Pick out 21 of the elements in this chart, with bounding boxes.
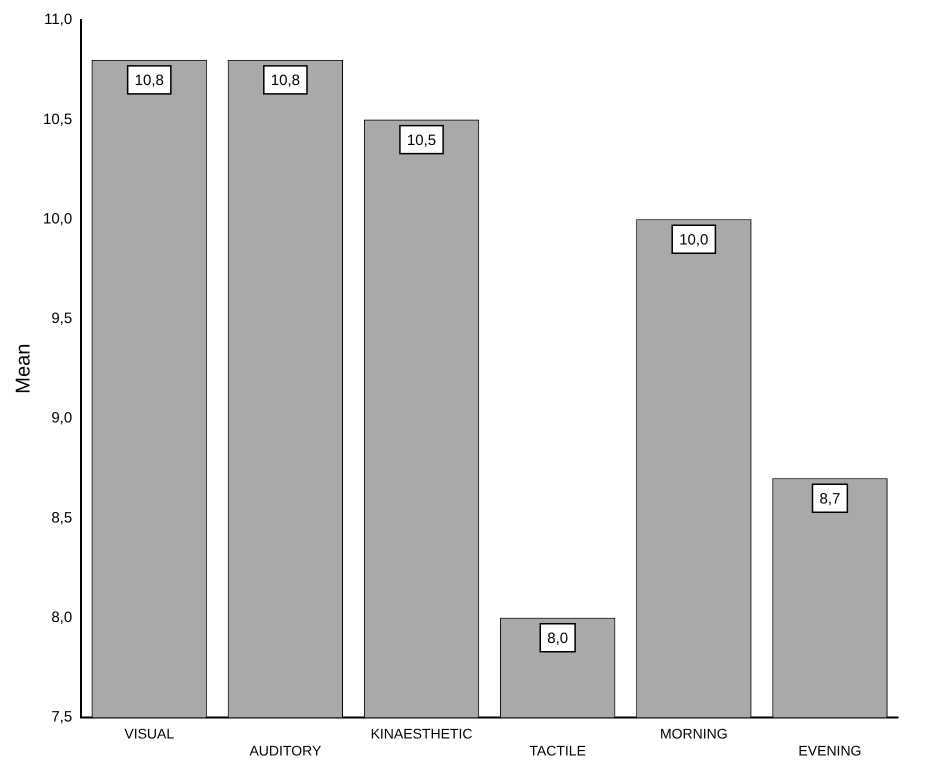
x-tick-label: AUDITORY	[249, 742, 322, 758]
y-tick-label: 8,0	[51, 608, 72, 626]
y-axis-title: Mean	[12, 344, 35, 394]
y-tick-label: 9,0	[51, 410, 72, 427]
x-tick-label: VISUAL	[124, 726, 174, 742]
y-tick-label: 11,0	[44, 11, 72, 28]
data-label: 10,8	[270, 72, 300, 89]
y-tick-label: 8,5	[51, 509, 72, 526]
y-tick-label: 10,0	[42, 210, 72, 228]
data-label: 10,8	[134, 72, 164, 89]
x-tick-label: KINAESTHETIC	[370, 726, 472, 742]
y-tick-label: 9,5	[51, 310, 72, 328]
data-label: 10,5	[406, 132, 436, 149]
y-tick-label: 10,5	[42, 110, 72, 128]
y-tick-label: 7,5	[51, 708, 72, 726]
x-tick-label: MORNING	[660, 726, 728, 742]
data-label: 8,7	[820, 490, 840, 508]
data-label: 10,0	[679, 231, 708, 248]
x-tick-label: TACTILE	[529, 742, 586, 758]
x-tick-label: EVENING	[798, 742, 862, 758]
data-label: 8,0	[547, 630, 568, 647]
